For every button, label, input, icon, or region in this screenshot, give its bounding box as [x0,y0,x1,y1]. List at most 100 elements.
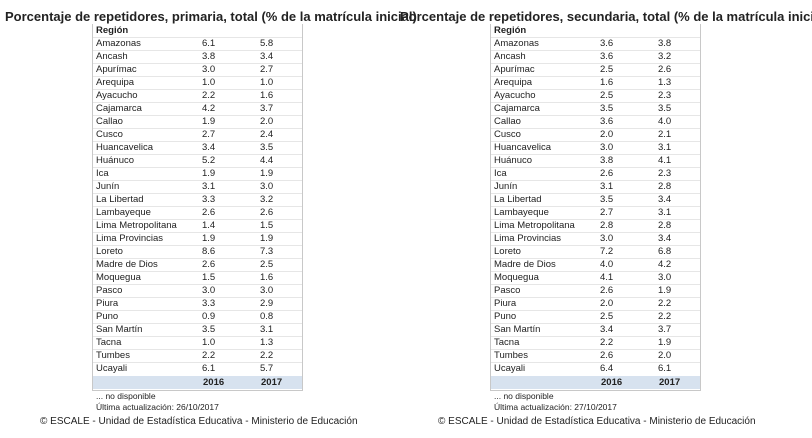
region-cell: Ucayali [494,363,526,374]
value-cell: 3.4 [658,194,672,205]
row-divider [491,115,700,116]
value-cell: 3.2 [260,194,274,205]
value-cell: 3.4 [202,142,216,153]
value-cell: 3.3 [202,194,216,205]
row-divider [491,167,700,168]
value-cell: 2.6 [260,207,274,218]
value-cell: 3.0 [600,142,614,153]
region-cell: Ayacucho [96,90,138,101]
value-cell: 3.6 [600,51,614,62]
row-divider [491,284,700,285]
value-cell: 3.1 [600,181,614,192]
region-cell: Amazonas [494,38,539,49]
value-cell: 3.1 [202,181,216,192]
table-header: Región [494,25,527,36]
value-cell: 2.1 [658,129,672,140]
row-divider [491,206,700,207]
value-cell: 1.9 [202,168,216,179]
value-cell: 3.6 [600,116,614,127]
region-cell: San Martín [96,324,143,335]
year-header-bar [93,376,302,389]
row-divider [93,206,302,207]
value-cell: 1.4 [202,220,216,231]
value-cell: 3.8 [600,155,614,166]
value-cell: 1.0 [202,337,216,348]
value-cell: 0.8 [260,311,274,322]
value-cell: 2.2 [658,311,672,322]
value-cell: 1.6 [260,272,274,283]
region-cell: Huánuco [494,155,533,166]
region-cell: Lima Metropolitana [494,220,575,231]
note: ... no disponible [494,391,554,401]
region-cell: Moquegua [494,272,539,283]
region-cell: Lambayeque [96,207,151,218]
region-cell: La Libertad [494,194,542,205]
region-cell: Moquegua [96,272,141,283]
row-divider [491,76,700,77]
value-cell: 1.6 [260,90,274,101]
value-cell: 2.3 [658,168,672,179]
value-cell: 3.0 [658,272,672,283]
value-cell: 1.0 [260,77,274,88]
value-cell: 3.0 [202,285,216,296]
value-cell: 2.6 [600,168,614,179]
value-cell: 4.4 [260,155,274,166]
value-cell: 3.6 [600,38,614,49]
value-cell: 1.9 [202,233,216,244]
year-header: 2017 [261,377,283,388]
value-cell: 2.6 [658,64,672,75]
credit: © ESCALE - Unidad de Estadística Educati… [438,416,756,427]
year-header: 2017 [659,377,681,388]
row-divider [93,50,302,51]
row-divider [93,63,302,64]
year-header: 2016 [203,377,225,388]
value-cell: 2.7 [260,64,274,75]
row-divider [93,349,302,350]
value-cell: 3.7 [260,103,274,114]
row-divider [491,154,700,155]
value-cell: 3.1 [658,207,672,218]
region-cell: Huancavelica [494,142,552,153]
row-divider [93,37,302,38]
region-cell: La Libertad [96,194,144,205]
value-cell: 2.7 [202,129,216,140]
row-divider [93,271,302,272]
row-divider [491,297,700,298]
value-cell: 3.1 [260,324,274,335]
value-cell: 2.3 [658,90,672,101]
value-cell: 4.1 [658,155,672,166]
value-cell: 2.8 [658,181,672,192]
region-cell: Ica [96,168,109,179]
region-cell: Apurímac [494,64,535,75]
row-divider [491,89,700,90]
value-cell: 2.5 [600,90,614,101]
panel-title: Porcentaje de repetidores, secundaria, t… [400,9,812,24]
row-divider [93,310,302,311]
row-divider [93,219,302,220]
region-cell: Ucayali [96,363,128,374]
credit: © ESCALE - Unidad de Estadística Educati… [40,416,358,427]
region-cell: Ica [494,168,507,179]
region-cell: Loreto [96,246,123,257]
row-divider [93,167,302,168]
value-cell: 1.9 [260,168,274,179]
region-cell: Huánuco [96,155,135,166]
row-divider [491,336,700,337]
value-cell: 2.8 [600,220,614,231]
region-cell: Ancash [96,51,128,62]
row-divider [491,310,700,311]
row-divider [491,362,700,363]
value-cell: 1.9 [658,337,672,348]
region-cell: Cusco [494,129,521,140]
region-cell: Callao [494,116,521,127]
updated: Última actualización: 26/10/2017 [96,402,219,412]
value-cell: 4.2 [202,103,216,114]
row-divider [491,219,700,220]
table-frame [490,24,701,391]
row-divider [93,284,302,285]
value-cell: 3.5 [260,142,274,153]
value-cell: 2.5 [260,259,274,270]
value-cell: 2.6 [202,259,216,270]
value-cell: 2.2 [202,90,216,101]
region-cell: Lima Provincias [96,233,164,244]
